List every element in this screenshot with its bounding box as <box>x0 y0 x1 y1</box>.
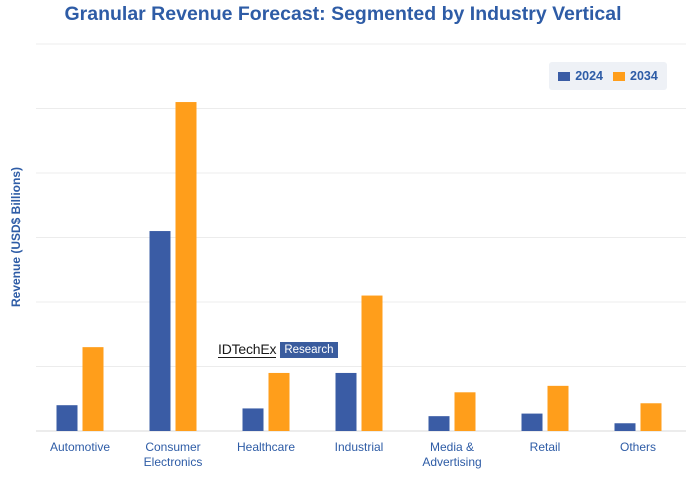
bar-2024-others <box>614 423 636 431</box>
bar-2024-retail <box>521 413 543 431</box>
bar-2034-healthcare <box>268 372 290 431</box>
chart-title: Granular Revenue Forecast: Segmented by … <box>64 3 622 25</box>
bar-2034-consumer-electronics <box>175 102 197 432</box>
bar-2024-industrial <box>335 372 357 431</box>
bar-2024-automotive <box>56 405 78 431</box>
bar-2024-media-advertising <box>428 416 450 431</box>
bar-2034-others <box>640 403 662 431</box>
x-tick-label: Healthcare <box>237 440 295 454</box>
x-tick-label: Industrial <box>335 440 384 454</box>
idtechex-watermark: IDTechEx Research <box>218 341 338 358</box>
x-tick-label: Retail <box>530 440 561 454</box>
legend-swatch-2034 <box>613 71 625 81</box>
watermark-brand: IDTechEx <box>218 340 277 358</box>
legend-swatch-2024 <box>558 71 571 81</box>
watermark-badge: Research <box>280 341 338 358</box>
x-tick-labels: Automotive Consumer Electronics Healthcare I… <box>50 440 656 469</box>
legend-item-2024: 2024 <box>558 69 603 83</box>
legend-label-2034: 2034 <box>630 69 658 83</box>
x-tick-label: Consumer Electronics <box>144 440 203 469</box>
bar-2034-retail <box>547 385 569 431</box>
bar-2024-healthcare <box>242 408 264 431</box>
x-tick-label: Automotive <box>50 440 110 454</box>
legend: 2024 2034 <box>549 62 667 90</box>
bar-2034-media-advertising <box>454 392 476 431</box>
bars <box>56 102 662 432</box>
legend-item-2034: 2034 <box>613 69 658 83</box>
bar-2024-consumer-electronics <box>149 231 171 431</box>
x-tick-label: Media & Advertising <box>422 440 481 469</box>
gridlines <box>36 43 686 432</box>
legend-label-2024: 2024 <box>575 69 603 83</box>
x-tick-label: Others <box>620 440 656 454</box>
bar-2034-automotive <box>82 347 104 431</box>
bar-2034-industrial <box>361 295 383 431</box>
